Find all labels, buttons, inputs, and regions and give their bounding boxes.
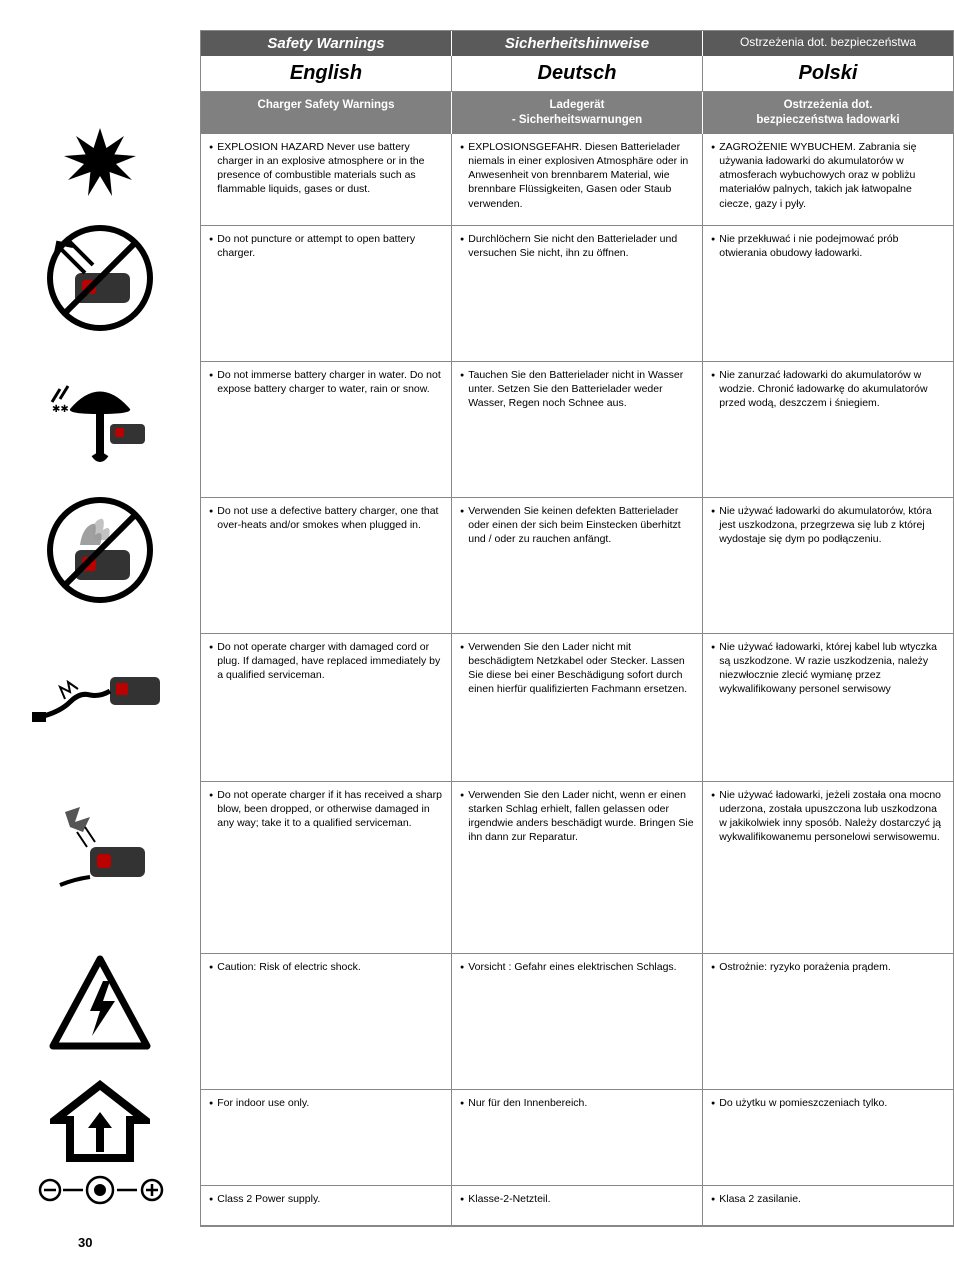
warning-text: Nie zanurzać ładowarki do akumulatorów w… <box>711 368 945 411</box>
warning-text: Durchlöchern Sie nicht den Batterielader… <box>460 232 694 260</box>
subheader-pl: Ostrzeżenia dot. bezpieczeństwa ładowark… <box>703 92 953 134</box>
page-number: 30 <box>78 1235 954 1250</box>
warning-cell-de: Nur für den Innenbereich. <box>452 1090 703 1185</box>
warning-row: Caution: Risk of electric shock. Vorsicht… <box>201 954 953 1090</box>
warning-text: Ostrożnie: ryzyko porażenia prądem. <box>711 960 945 974</box>
warning-cell-en: EXPLOSION HAZARD Never use battery charg… <box>201 134 452 225</box>
header-en: Safety Warnings <box>201 31 452 56</box>
warning-text: Nie używać ładowarki, jeżeli została ona… <box>711 788 945 845</box>
warning-cell-pl: ZAGROŻENIE WYBUCHEM. Zabrania się używan… <box>703 134 953 225</box>
warning-cell-en: Caution: Risk of electric shock. <box>201 954 452 1089</box>
no-water-icon: ✱✱ <box>0 346 200 482</box>
warning-text: Caution: Risk of electric shock. <box>209 960 443 974</box>
warning-cell-de: Vorsicht : Gefahr eines elektrischen Sch… <box>452 954 703 1089</box>
header-de: Sicherheitshinweise <box>452 31 703 56</box>
warning-cell-pl: Nie używać ładowarki do akumulatorów, kt… <box>703 498 953 633</box>
dropped-charger-icon <box>0 766 200 938</box>
warning-cell-de: Tauchen Sie den Batterielader nicht in W… <box>452 362 703 497</box>
warning-text: Klasa 2 zasilanie. <box>711 1192 945 1206</box>
warning-text: Do not puncture or attempt to open batte… <box>209 232 443 260</box>
no-defective-icon <box>0 482 200 618</box>
warning-cell-de: Klasse-2-Netzteil. <box>452 1186 703 1225</box>
warning-cell-en: Do not operate charger if it has receive… <box>201 782 452 953</box>
damaged-cord-icon <box>0 618 200 766</box>
warning-cell-de: EXPLOSIONSGEFAHR. Diesen Batterielader n… <box>452 134 703 225</box>
warning-cell-en: For indoor use only. <box>201 1090 452 1185</box>
warning-text: Do not use a defective battery charger, … <box>209 504 443 532</box>
warning-text: Klasse-2-Netzteil. <box>460 1192 694 1206</box>
subheader-de: Ladegerät - Sicherheitswarnungen <box>452 92 703 134</box>
warning-row: For indoor use only. Nur für den Innenber… <box>201 1090 953 1186</box>
indoor-use-icon <box>0 1074 200 1170</box>
warning-text: Verwenden Sie den Lader nicht mit beschä… <box>460 640 694 697</box>
lang-polski: Polski <box>703 56 953 92</box>
warning-cell-pl: Nie przekłuwać i nie podejmować prób otw… <box>703 226 953 361</box>
warning-cell-en: Do not operate charger with damaged cord… <box>201 634 452 781</box>
warning-cell-en: Do not puncture or attempt to open batte… <box>201 226 452 361</box>
warning-row: Do not puncture or attempt to open batte… <box>201 226 953 362</box>
warning-cell-pl: Klasa 2 zasilanie. <box>703 1186 953 1225</box>
warning-cell-de: Verwenden Sie keinen defekten Batteriela… <box>452 498 703 633</box>
warning-cell-de: Verwenden Sie den Lader nicht, wenn er e… <box>452 782 703 953</box>
warning-text: Vorsicht : Gefahr eines elektrischen Sch… <box>460 960 694 974</box>
explosion-icon <box>0 118 200 210</box>
warning-cell-de: Durchlöchern Sie nicht den Batterielader… <box>452 226 703 361</box>
category-header-row: Safety Warnings Sicherheitshinweise Ostr… <box>201 31 953 56</box>
warning-row: Do not operate charger with damaged cord… <box>201 634 953 782</box>
warning-cell-en: Class 2 Power supply. <box>201 1186 452 1225</box>
warning-row: Do not use a defective battery charger, … <box>201 498 953 634</box>
header-pl: Ostrzeżenia dot. bezpieczeństwa <box>703 31 953 56</box>
lang-deutsch: Deutsch <box>452 56 703 92</box>
warning-text: Verwenden Sie keinen defekten Batteriela… <box>460 504 694 547</box>
warning-text: Do użytku w pomieszczeniach tylko. <box>711 1096 945 1110</box>
warning-text: EXPLOSIONSGEFAHR. Diesen Batterielader n… <box>460 140 694 211</box>
lang-english: English <box>201 56 452 92</box>
warning-row: Do not operate charger if it has receive… <box>201 782 953 954</box>
subheader-en: Charger Safety Warnings <box>201 92 452 134</box>
warning-text: Nie przekłuwać i nie podejmować prób otw… <box>711 232 945 260</box>
warning-cell-pl: Nie używać ładowarki, jeżeli została ona… <box>703 782 953 953</box>
warning-cell-en: Do not immerse battery charger in water.… <box>201 362 452 497</box>
warning-row: Class 2 Power supply. Klasse-2-Netzteil. K… <box>201 1186 953 1226</box>
no-puncture-icon <box>0 210 200 346</box>
warning-text: Nie używać ładowarki, której kabel lub w… <box>711 640 945 697</box>
class2-power-icon <box>0 1170 200 1210</box>
warning-cell-pl: Nie używać ładowarki, której kabel lub w… <box>703 634 953 781</box>
svg-text:✱✱: ✱✱ <box>52 404 69 415</box>
warning-text: For indoor use only. <box>209 1096 443 1110</box>
rows-container: EXPLOSION HAZARD Never use battery charg… <box>201 134 953 1226</box>
warning-text: EXPLOSION HAZARD Never use battery charg… <box>209 140 443 197</box>
warning-cell-de: Verwenden Sie den Lader nicht mit beschä… <box>452 634 703 781</box>
warning-cell-pl: Ostrożnie: ryzyko porażenia prądem. <box>703 954 953 1089</box>
warning-text: Nur für den Innenbereich. <box>460 1096 694 1110</box>
warning-text: Nie używać ładowarki do akumulatorów, kt… <box>711 504 945 547</box>
warnings-table: Safety Warnings Sicherheitshinweise Ostr… <box>200 30 954 1227</box>
warning-row: Do not immerse battery charger in water.… <box>201 362 953 498</box>
icon-column: ✱✱ <box>0 30 200 1227</box>
warning-text: Class 2 Power supply. <box>209 1192 443 1206</box>
warning-cell-pl: Do użytku w pomieszczeniach tylko. <box>703 1090 953 1185</box>
shock-hazard-icon <box>0 938 200 1074</box>
subheader-row: Charger Safety Warnings Ladegerät - Sich… <box>201 92 953 134</box>
warning-text: Do not operate charger if it has receive… <box>209 788 443 831</box>
warning-cell-en: Do not use a defective battery charger, … <box>201 498 452 633</box>
warning-cell-pl: Nie zanurzać ładowarki do akumulatorów w… <box>703 362 953 497</box>
warning-text: Verwenden Sie den Lader nicht, wenn er e… <box>460 788 694 845</box>
page-container: ✱✱ <box>0 30 954 1227</box>
warning-text: ZAGROŻENIE WYBUCHEM. Zabrania się używan… <box>711 140 945 211</box>
warning-text: Do not operate charger with damaged cord… <box>209 640 443 683</box>
warning-text: Tauchen Sie den Batterielader nicht in W… <box>460 368 694 411</box>
warning-row: EXPLOSION HAZARD Never use battery charg… <box>201 134 953 226</box>
language-row: English Deutsch Polski <box>201 56 953 92</box>
warning-text: Do not immerse battery charger in water.… <box>209 368 443 396</box>
